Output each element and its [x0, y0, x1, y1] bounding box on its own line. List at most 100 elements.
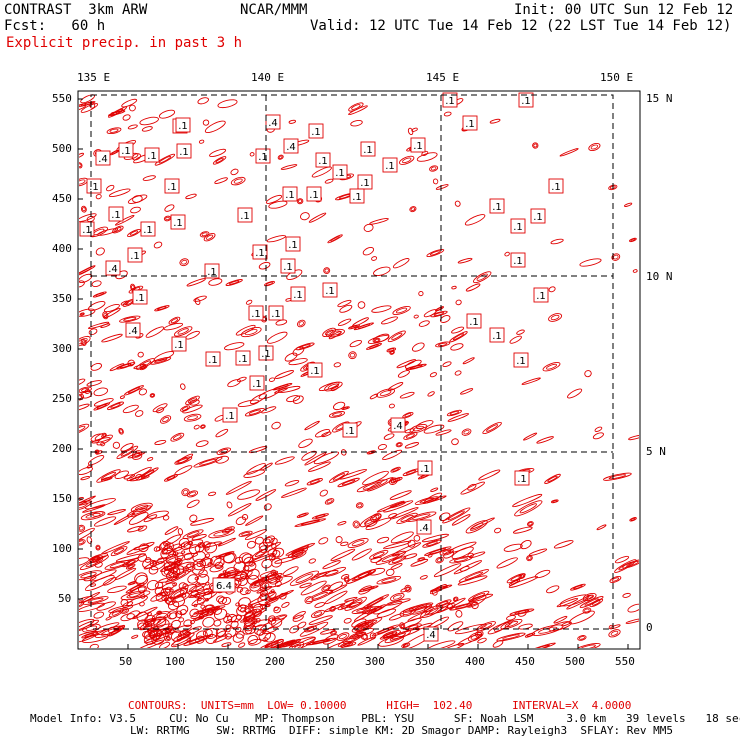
- precip-contour: [95, 450, 103, 455]
- precip-contour: [506, 614, 516, 621]
- contour-info: CONTOURS: UNITS=mm LOW= 0.10000 HIGH= 10…: [128, 699, 632, 712]
- precip-contour: [214, 177, 228, 184]
- precip-contour: [324, 603, 346, 613]
- precip-contour: [79, 557, 90, 567]
- contour-label-box: [268, 305, 284, 321]
- precip-contour: [79, 308, 96, 317]
- precip-contour: [404, 413, 412, 418]
- precip-contour: [162, 515, 170, 521]
- precip-contour: [470, 517, 495, 530]
- precip-contour: [177, 633, 183, 637]
- contour-label-box: [382, 157, 398, 173]
- precip-contour: [86, 380, 102, 387]
- precip-contour: [270, 537, 278, 545]
- precip-contour: [120, 300, 129, 306]
- lat-label-10n: 10 N: [646, 270, 673, 283]
- precip-contour: [79, 497, 84, 502]
- contour-label-box: [533, 287, 549, 303]
- precip-contour: [238, 642, 246, 648]
- precip-contour: [131, 507, 147, 515]
- precip-contour: [161, 582, 176, 591]
- precip-contour: [341, 479, 356, 486]
- precip-contour: [80, 511, 106, 521]
- precip-contour: [242, 565, 250, 572]
- map-frame: [77, 90, 641, 650]
- precip-contour: [193, 603, 198, 608]
- precip-contour: [262, 626, 278, 635]
- precip-contour: [392, 305, 411, 316]
- x-tick-label: 50: [119, 655, 133, 668]
- contour-label-box: [462, 115, 478, 131]
- precip-contour: [352, 317, 369, 327]
- precip-contour: [109, 363, 125, 372]
- precip-contour: [180, 541, 191, 550]
- precip-contour: [245, 299, 253, 305]
- y-tick-label: 550: [52, 92, 72, 105]
- precip-contour: [255, 618, 261, 623]
- contour-label: .1: [360, 178, 370, 189]
- precip-contour: [195, 585, 205, 593]
- precip-contour: [391, 557, 403, 564]
- precip-contour: [120, 590, 151, 601]
- precip-contour: [264, 538, 271, 544]
- precip-contour: [308, 558, 316, 564]
- contour-label: .4: [98, 154, 108, 165]
- precip-contour: [472, 592, 486, 600]
- y-tick-label: 250: [52, 392, 72, 405]
- precip-contour: [163, 215, 172, 222]
- precip-contour: [388, 348, 395, 352]
- contour-label-box: [140, 221, 156, 237]
- precip-contour: [344, 577, 349, 582]
- precip-contour: [271, 421, 281, 430]
- precip-contour: [427, 553, 433, 558]
- precip-contour: [195, 440, 209, 447]
- precip-contour: [389, 501, 406, 509]
- precip-contour: [154, 358, 168, 364]
- precip-contour: [423, 309, 438, 318]
- precip-contour: [514, 500, 543, 517]
- precip-contour: [109, 561, 126, 568]
- precip-contour: [297, 621, 307, 629]
- contour-label: .1: [513, 256, 523, 267]
- contour-label: .1: [551, 182, 561, 193]
- precip-contour: [89, 643, 99, 648]
- y-tick-label: 150: [52, 492, 72, 505]
- precip-contour: [113, 512, 136, 526]
- precip-contour: [627, 603, 639, 613]
- precip-contour: [299, 621, 329, 637]
- precip-contour: [326, 499, 333, 504]
- precip-contour: [254, 536, 264, 545]
- precip-contour: [188, 637, 206, 644]
- precip-contour: [320, 629, 336, 635]
- precip-contour: [235, 324, 256, 336]
- precip-contour: [181, 550, 186, 554]
- precip-contour: [277, 154, 284, 160]
- precip-contour: [337, 599, 355, 611]
- precip-contour: [199, 557, 213, 569]
- contour-label-box: [417, 460, 433, 476]
- precip-contour: [193, 424, 200, 430]
- precip-contour: [373, 266, 391, 276]
- precip-contour: [512, 493, 543, 508]
- precip-contour: [209, 148, 227, 157]
- precip-contour: [288, 358, 308, 366]
- precip-contour: [454, 603, 473, 609]
- precip-contour: [455, 609, 463, 618]
- precip-contour: [110, 111, 118, 116]
- precip-contour: [84, 633, 95, 638]
- y-tick-label: 200: [52, 442, 72, 455]
- precip-contour: [201, 425, 205, 429]
- precip-contour: [164, 542, 175, 551]
- precip-contour: [79, 524, 86, 532]
- contour-label: .1: [173, 218, 183, 229]
- precip-contour: [215, 628, 226, 637]
- contour-label: .1: [325, 286, 335, 297]
- precip-contour: [172, 596, 186, 608]
- contour-label: .4: [108, 264, 118, 275]
- contour-label-box: [249, 375, 265, 391]
- precip-contour: [429, 372, 437, 378]
- precip-contour: [207, 562, 213, 567]
- precip-contour: [142, 175, 156, 181]
- precip-contour: [259, 589, 268, 597]
